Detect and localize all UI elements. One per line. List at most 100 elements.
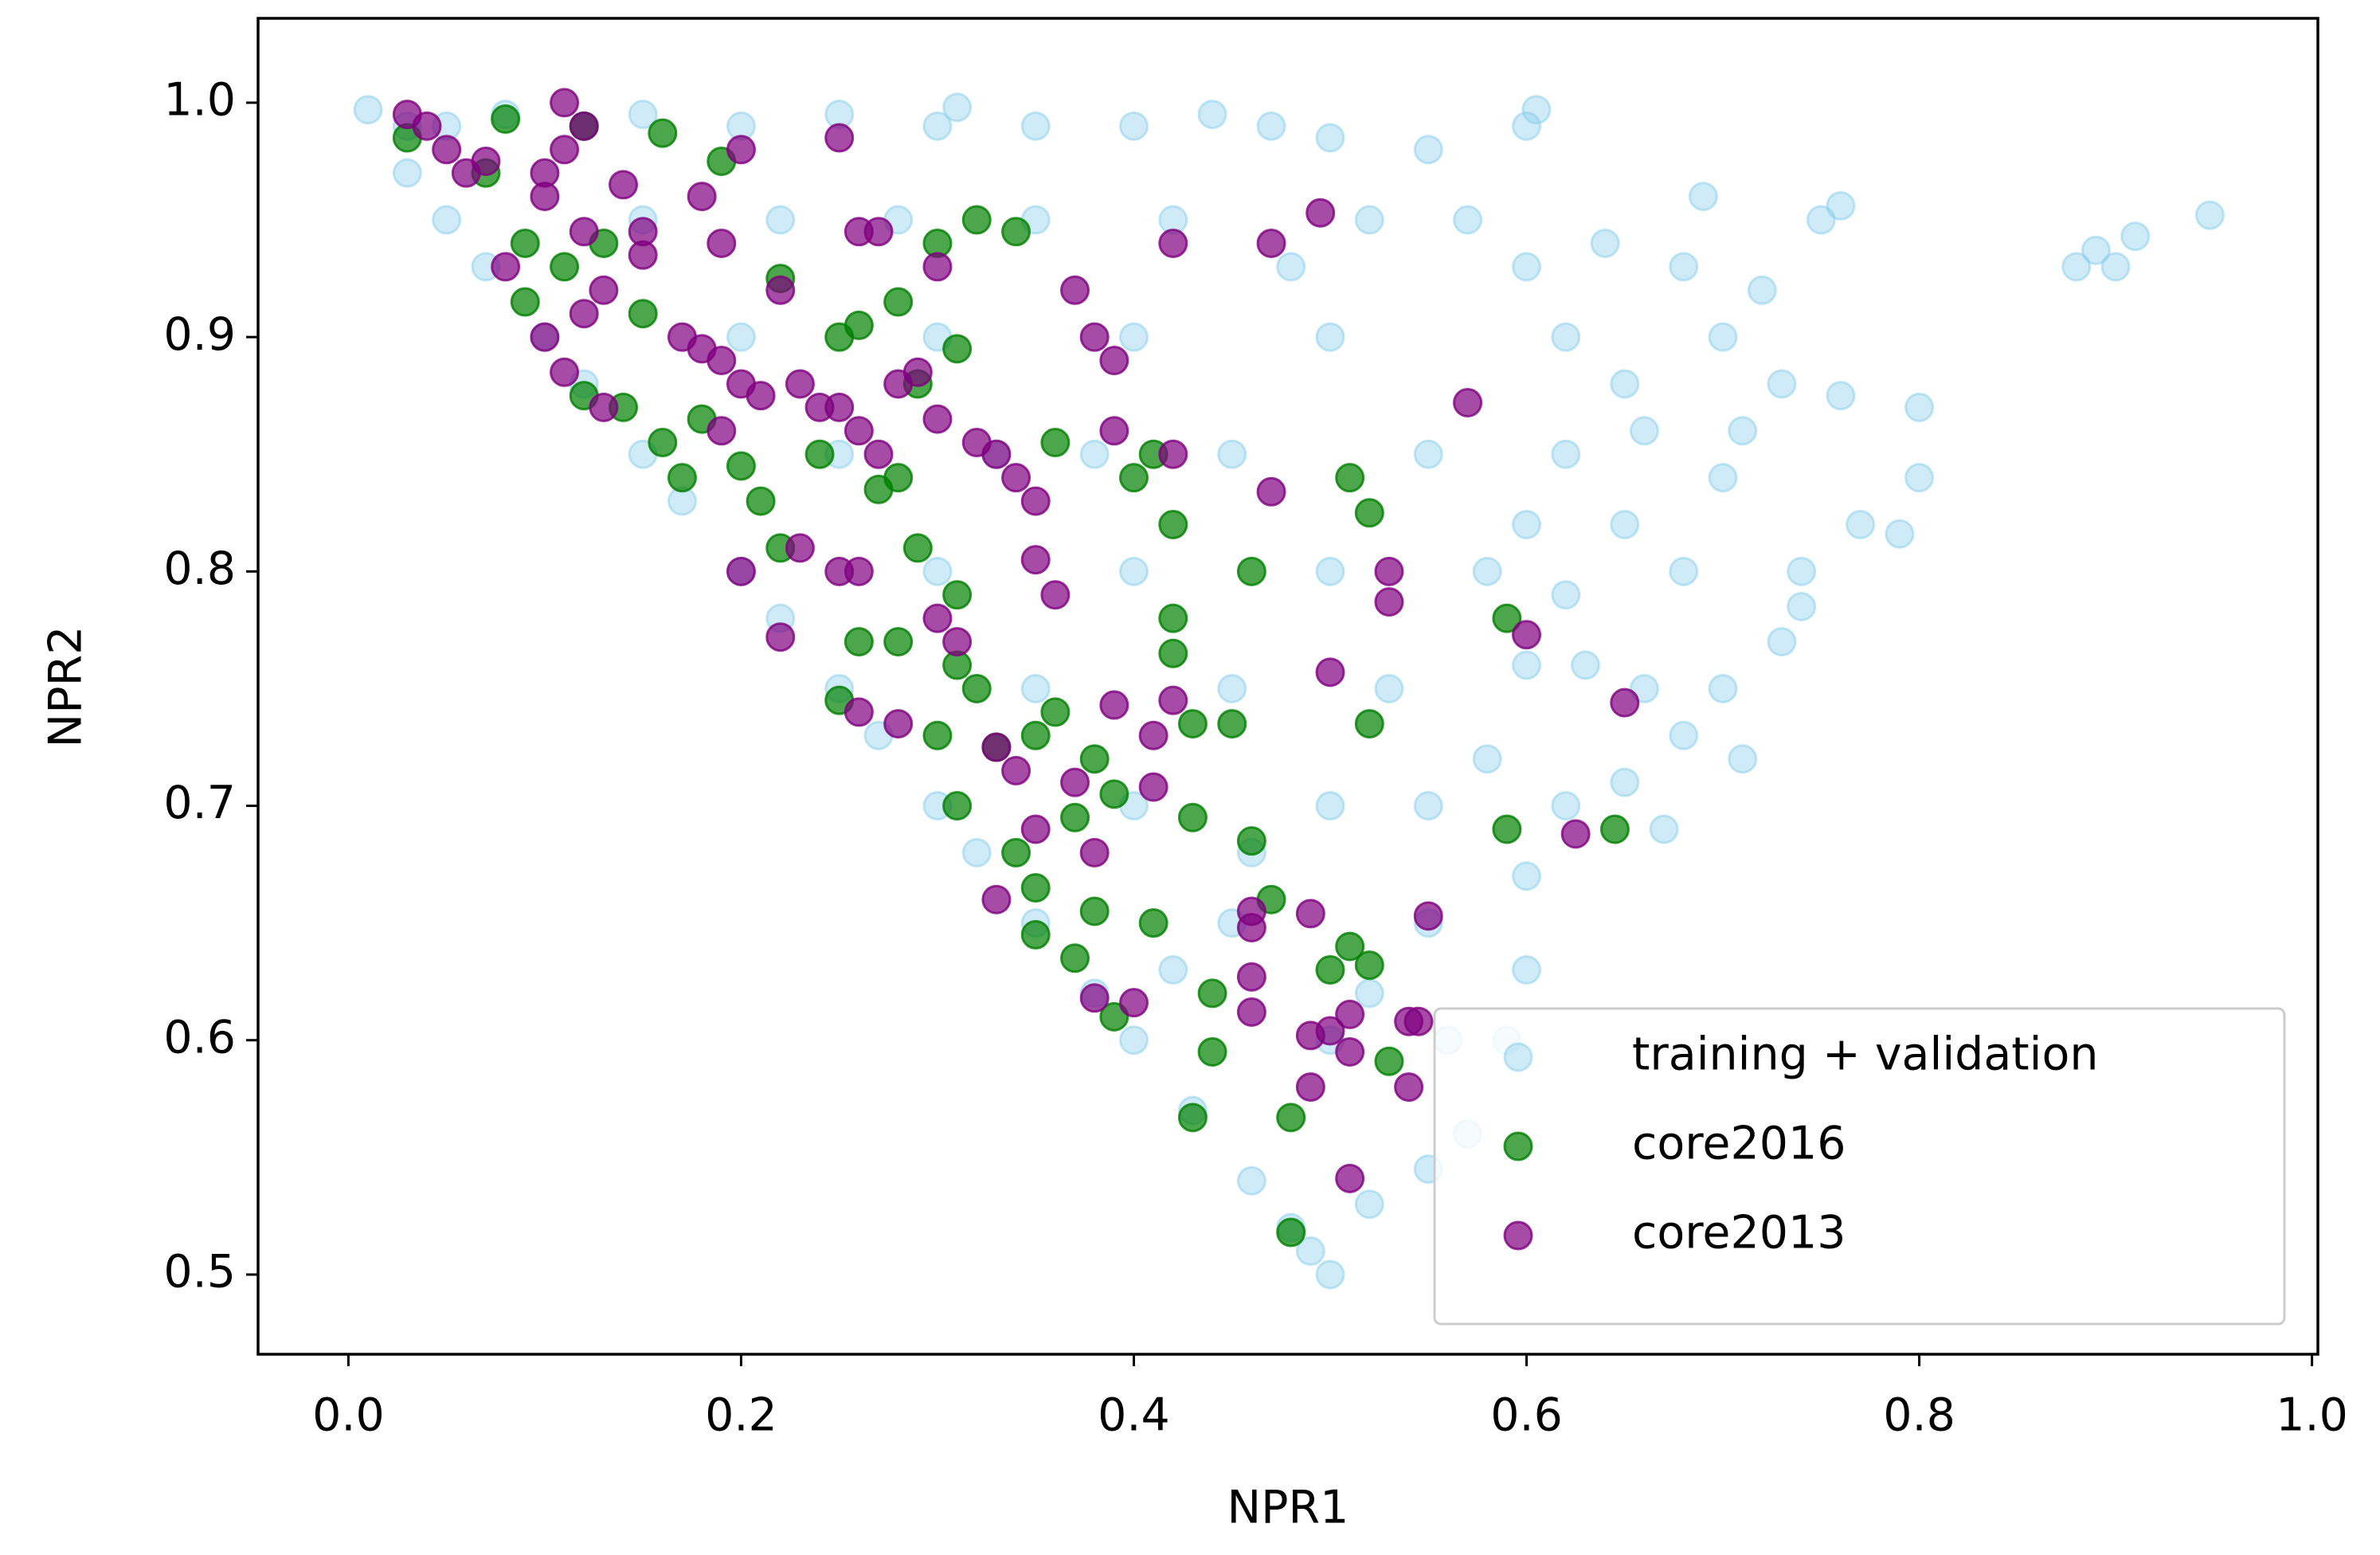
scatter-point [687, 182, 717, 212]
scatter-point [902, 533, 933, 563]
scatter-point [1118, 111, 1149, 141]
legend-marker [1503, 1220, 1533, 1251]
scatter-point [1236, 556, 1266, 586]
legend-label: training + validation [1632, 1028, 2098, 1081]
scatter-point [1413, 439, 1443, 469]
scatter-point [961, 837, 992, 868]
scatter-point [1512, 650, 1542, 680]
legend-box [1433, 1007, 2286, 1326]
scatter-point [1512, 620, 1542, 650]
scatter-point [707, 416, 737, 446]
scatter-point [1551, 322, 1581, 352]
scatter-point [1315, 657, 1345, 687]
scatter-point [1767, 369, 1797, 399]
scatter-point [746, 381, 776, 411]
x-axis-label: NPR1 [1227, 1482, 1349, 1534]
scatter-point [1197, 978, 1227, 1009]
scatter-point [707, 228, 737, 258]
scatter-point [1020, 545, 1051, 575]
scatter-point [1806, 205, 1836, 235]
scatter-point [1236, 962, 1266, 992]
scatter-point [1001, 755, 1031, 785]
scatter-point [785, 369, 815, 399]
scatter-point [942, 627, 973, 657]
scatter-point [1453, 388, 1483, 418]
scatter-point [785, 533, 815, 563]
scatter-point [883, 627, 914, 657]
scatter-point [1354, 978, 1384, 1009]
scatter-point [824, 392, 855, 422]
legend-label: core2013 [1632, 1207, 1846, 1259]
x-tick-label: 0.6 [1490, 1389, 1563, 1442]
scatter-point [1079, 439, 1110, 469]
scatter-point [922, 720, 953, 750]
scatter-point [1492, 814, 1522, 844]
scatter-point [1060, 943, 1090, 973]
scatter-point [765, 275, 796, 305]
scatter-point [1099, 779, 1129, 809]
y-tick-label: 0.7 [163, 777, 236, 829]
scatter-point [1560, 819, 1591, 849]
scatter-point [1629, 673, 1659, 703]
scatter-point [1020, 873, 1051, 903]
scatter-point [1315, 556, 1345, 586]
scatter-point [1335, 999, 1365, 1029]
scatter-point [1315, 123, 1345, 153]
scatter-point [2061, 252, 2092, 282]
scatter-point [1295, 1072, 1325, 1103]
scatter-point [942, 334, 973, 364]
scatter-point [1276, 1217, 1306, 1248]
scatter-point [1512, 954, 1542, 985]
scatter-point [726, 322, 756, 352]
scatter-point [1551, 439, 1581, 469]
scatter-point [1158, 954, 1188, 985]
scatter-point [726, 556, 756, 586]
scatter-point [1217, 673, 1247, 703]
y-tick-label: 1.0 [163, 74, 236, 127]
scatter-point [491, 104, 521, 135]
plot-frame [256, 17, 2319, 1356]
scatter-point [1512, 111, 1542, 141]
scatter-point [1158, 509, 1188, 539]
scatter-point [844, 416, 874, 446]
scatter-point [648, 428, 678, 458]
scatter-point [1236, 1165, 1266, 1196]
x-tick-label: 0.2 [705, 1389, 777, 1442]
scatter-point [1305, 198, 1336, 228]
scatter-point [707, 346, 737, 376]
scatter-point [1079, 322, 1110, 352]
scatter-point [1158, 685, 1188, 715]
scatter-point [1904, 392, 1935, 422]
scatter-point [1236, 997, 1266, 1027]
scatter-point [1492, 603, 1522, 633]
scatter-point [1118, 322, 1149, 352]
scatter-point [648, 118, 678, 148]
scatter-point [1315, 1016, 1345, 1046]
scatter-point [844, 627, 874, 657]
scatter-point [491, 252, 521, 282]
scatter-point [1846, 509, 1876, 539]
x-tick-label: 0.8 [1883, 1389, 1955, 1442]
scatter-point [804, 439, 835, 469]
scatter-point [1079, 744, 1110, 774]
scatter-point [1020, 111, 1051, 141]
scatter-point [726, 451, 756, 481]
scatter-point [824, 123, 855, 153]
scatter-point [1669, 720, 1699, 750]
scatter-point [1158, 638, 1188, 668]
scatter-point [844, 697, 874, 727]
scatter-point [1177, 1103, 1208, 1133]
scatter-point [883, 709, 914, 739]
scatter-point [1610, 767, 1640, 797]
scatter-point [1629, 416, 1659, 446]
scatter-point [1610, 687, 1640, 718]
scatter-point [1669, 556, 1699, 586]
scatter-point [1020, 919, 1051, 950]
scatter-point [1767, 627, 1797, 657]
scatter-point [1826, 381, 1856, 411]
scatter-point [1060, 767, 1090, 797]
scatter-point [1610, 369, 1640, 399]
scatter-point [1118, 463, 1149, 493]
scatter-point [1295, 899, 1325, 929]
scatter-point [1099, 690, 1129, 720]
